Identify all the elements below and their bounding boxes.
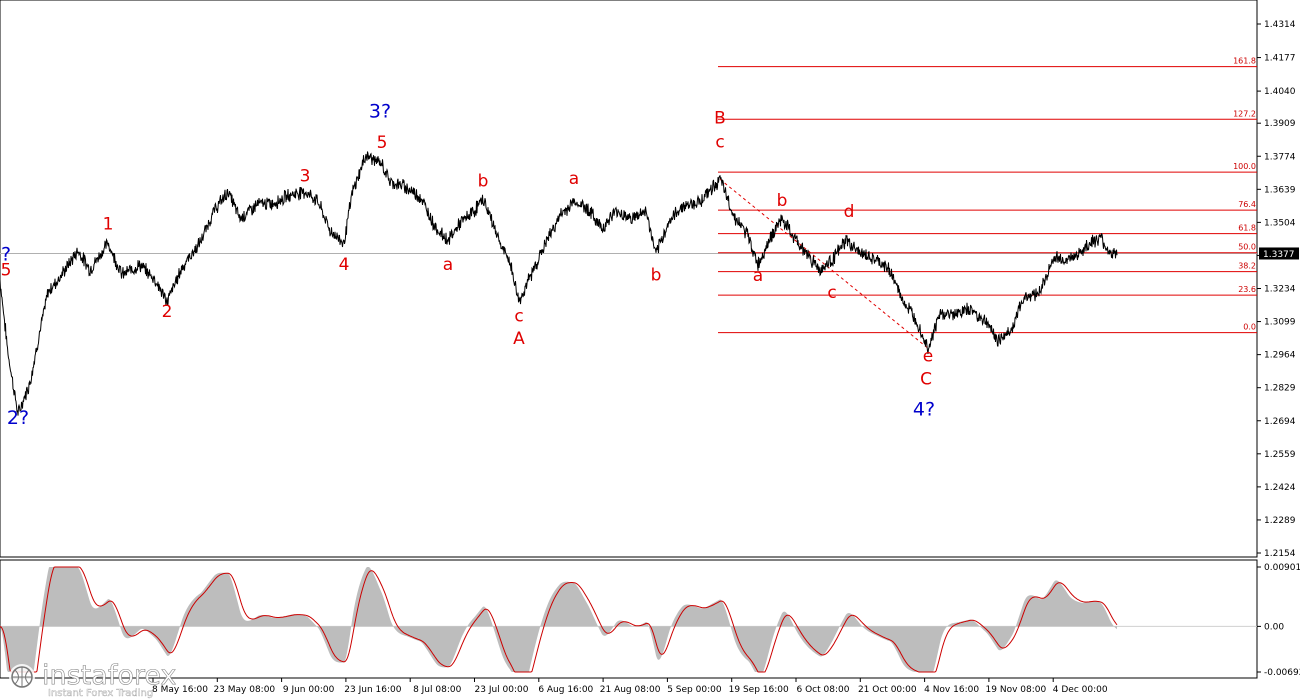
price-tick-label: 1.2154 xyxy=(1264,549,1296,559)
instaforex-logo: instaforex Instant Forex Trading xyxy=(9,660,177,699)
price-tick-label: 1.3909 xyxy=(1264,119,1296,129)
logo-brand-text: instaforex xyxy=(42,660,176,691)
wave-label: c xyxy=(827,283,836,303)
fib-level-label: 23.6 xyxy=(1238,285,1256,294)
wave-label: ? xyxy=(1,243,11,265)
fib-level-label: 50.0 xyxy=(1238,243,1256,252)
wave-label: b xyxy=(651,265,662,285)
wave-label: c xyxy=(715,132,724,152)
wave-label: 2 xyxy=(162,302,173,322)
wave-label: 5 xyxy=(377,133,388,153)
fib-level-label: 61.8 xyxy=(1238,224,1256,233)
date-tick-label: 8 May 16:00 xyxy=(152,685,208,695)
wave-label: d xyxy=(844,202,855,222)
wave-label: 1 xyxy=(103,214,114,234)
date-tick-label: 9 Jun 00:00 xyxy=(283,685,335,695)
logo-tagline-text: Instant Forex Trading xyxy=(48,688,153,699)
wave-label: e xyxy=(923,347,933,367)
wave-label: 3? xyxy=(369,101,391,123)
price-tick-label: 1.4314 xyxy=(1264,20,1296,30)
price-tick-label: 1.2829 xyxy=(1264,384,1296,394)
price-tick-label: 1.4177 xyxy=(1264,54,1296,64)
fib-level-label: 127.2 xyxy=(1233,109,1256,118)
fib-level-label: 100.0 xyxy=(1233,162,1256,171)
wave-label: b xyxy=(478,172,489,192)
osc-tick-label: 0.00 xyxy=(1264,622,1284,632)
wave-label: 4? xyxy=(913,399,935,421)
wave-label: b xyxy=(777,191,788,211)
date-tick-label: 23 Jul 00:00 xyxy=(475,685,529,695)
price-tick-label: 1.3504 xyxy=(1264,218,1296,228)
date-tick-label: 5 Sep 00:00 xyxy=(667,685,722,695)
date-axis: 8 May 16:00 23 May 08:00 9 Jun 00:00 23 Jun… xyxy=(152,678,1108,695)
fib-level-label: 0.0 xyxy=(1243,323,1256,332)
date-tick-label: 4 Nov 16:00 xyxy=(924,685,979,695)
wave-label: a xyxy=(569,169,579,189)
fib-level-label: 76.4 xyxy=(1238,200,1256,209)
date-tick-label: 8 Jul 08:00 xyxy=(413,685,462,695)
price-tick-label: 1.2694 xyxy=(1264,417,1296,427)
date-tick-label: 19 Sep 16:00 xyxy=(729,685,789,695)
price-tick-label: 1.3639 xyxy=(1264,185,1296,195)
price-tick-label: 1.3234 xyxy=(1264,285,1296,295)
wave-label: 3 xyxy=(300,166,311,186)
price-axis: 1.4314 1.4177 1.4040 1.3909 1.3774 1.3639 1.35… xyxy=(1257,20,1296,559)
oscillator-signal xyxy=(0,566,1118,673)
date-tick-label: 23 May 08:00 xyxy=(213,685,275,695)
price-tick-label: 1.2559 xyxy=(1264,450,1296,460)
osc-tick-label: -0.00692 xyxy=(1264,668,1300,678)
price-series xyxy=(0,151,1118,416)
current-price-box xyxy=(1259,247,1299,260)
fib-level-label: 38.2 xyxy=(1238,262,1256,271)
date-tick-label: 21 Oct 00:00 xyxy=(858,685,917,695)
date-tick-label: 19 Nov 08:00 xyxy=(986,685,1047,695)
wave-label: 4 xyxy=(339,255,350,275)
price-tick-label: 1.3099 xyxy=(1264,318,1296,328)
current-price-label: 1.3377 xyxy=(1263,250,1295,260)
date-tick-label: 6 Aug 16:00 xyxy=(538,685,593,695)
wave-label: 5 xyxy=(1,261,12,281)
price-tick-label: 1.2424 xyxy=(1264,483,1296,493)
wave-label: 2? xyxy=(7,407,29,429)
date-tick-label: 4 Dec 00:00 xyxy=(1053,685,1108,695)
price-tick-label: 1.2289 xyxy=(1264,516,1296,526)
wave-label: B xyxy=(714,108,726,128)
price-tick-label: 1.3774 xyxy=(1264,152,1296,162)
wave-label: a xyxy=(443,255,453,275)
date-tick-label: 21 Aug 08:00 xyxy=(600,685,661,695)
wave-label: c xyxy=(514,306,523,326)
oscillator-axis: 0.00901 0.00 -0.00692 xyxy=(1257,563,1300,678)
price-panel-frame xyxy=(0,0,1258,558)
osc-tick-label: 0.00901 xyxy=(1264,563,1300,573)
oscillator-histogram xyxy=(0,567,1117,672)
wave-label: C xyxy=(920,370,932,390)
price-tick-label: 1.2964 xyxy=(1264,351,1296,361)
wave-label: a xyxy=(753,266,763,286)
price-tick-label: 1.4040 xyxy=(1264,87,1296,97)
wave-trendline xyxy=(719,178,929,349)
wave-label: A xyxy=(513,329,525,349)
fib-level-label: 161.8 xyxy=(1233,57,1256,66)
date-tick-label: 23 Jun 16:00 xyxy=(344,685,401,695)
date-tick-label: 6 Oct 08:00 xyxy=(797,685,850,695)
